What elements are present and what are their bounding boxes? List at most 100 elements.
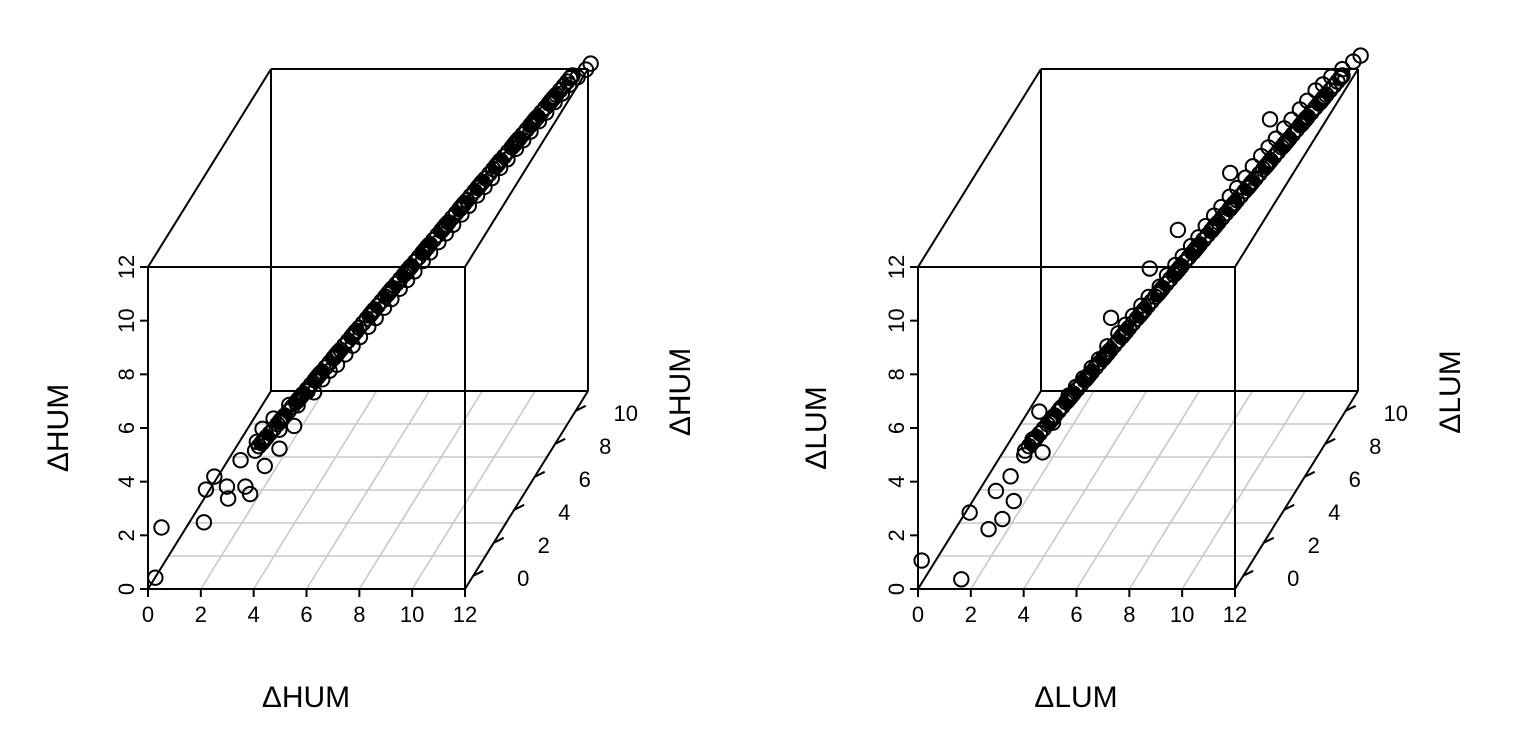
scatter-point [1045, 408, 1062, 425]
z-tick-label: 12 [884, 255, 909, 279]
y-tick [575, 404, 587, 412]
x-tick-label: 2 [965, 602, 977, 627]
z-tick-label: 4 [884, 476, 909, 488]
z-tick-label: 12 [114, 255, 139, 279]
scatter-point [1034, 444, 1051, 461]
scatter-point [272, 412, 289, 430]
z-tick-label: 6 [884, 422, 909, 434]
x-tick-label: 10 [1170, 602, 1194, 627]
scatter-point [241, 485, 259, 503]
x-tick-label: 6 [300, 602, 312, 627]
scatter-point [1222, 164, 1239, 182]
z-tick-label: 10 [884, 308, 909, 332]
y-tick-label: 8 [599, 434, 611, 459]
floor-grid [168, 390, 568, 590]
y-tick [1324, 437, 1336, 445]
y-tick-label: 6 [579, 467, 591, 492]
scatter-point [487, 157, 505, 175]
y-axis-title: ΔHUM [664, 348, 697, 436]
points-layer [913, 47, 1369, 588]
box-edge [917, 68, 1042, 268]
scatter-point [994, 510, 1011, 528]
y-tick-label: 8 [1369, 434, 1381, 459]
box-edge [464, 68, 589, 268]
scatter-point [285, 417, 303, 435]
box-edge [464, 390, 589, 590]
scatter-point [147, 569, 164, 586]
scatter-point [1257, 157, 1275, 175]
scatter-point [1352, 47, 1369, 64]
y-tick [534, 470, 546, 478]
x-tick-label: 10 [400, 602, 424, 627]
scatter-point [1042, 412, 1059, 430]
y-tick-label: 4 [558, 500, 570, 525]
z-axis-title: ΔHUM [42, 384, 75, 472]
y-tick-label: 2 [1308, 533, 1320, 558]
x-tick-label: 2 [195, 602, 207, 627]
y-tick-label: 4 [1328, 500, 1340, 525]
scatter-point [153, 519, 170, 536]
z-tick-label: 4 [114, 476, 139, 488]
x-axis-title: ΔLUM [1034, 681, 1117, 714]
y-tick [493, 536, 505, 544]
box-edge [147, 390, 272, 590]
y-tick [472, 569, 484, 577]
scatter-point [1261, 111, 1279, 128]
z-tick-label: 2 [114, 529, 139, 541]
floor-grid [938, 390, 1338, 590]
x-tick-label: 0 [142, 602, 154, 627]
y-tick [554, 437, 566, 445]
scatter-point [206, 468, 223, 485]
x-tick-label: 4 [1018, 602, 1030, 627]
y-tick [1283, 503, 1295, 511]
scatter-point [1149, 285, 1167, 302]
z-tick-label: 6 [114, 422, 139, 434]
y-tick-label: 6 [1349, 467, 1361, 492]
scatter-point [987, 482, 1005, 500]
scatter-point [1002, 468, 1019, 485]
y-tick-label: 10 [1383, 401, 1407, 426]
x-tick-label: 6 [1070, 602, 1082, 627]
scatter-point [961, 504, 978, 521]
scatter-point [953, 571, 970, 588]
x-tick-label: 8 [353, 602, 365, 627]
scatter-point [980, 520, 997, 538]
box-edge [1234, 390, 1359, 590]
z-tick-label: 0 [884, 583, 909, 595]
x-tick-label: 12 [1223, 602, 1247, 627]
scatter-point [219, 490, 237, 507]
box-edge [147, 68, 272, 268]
scatter-point [582, 55, 599, 72]
y-tick-label: 0 [517, 566, 529, 591]
box-edge [917, 390, 1042, 590]
scatter-point [256, 457, 273, 475]
y-tick-label: 10 [613, 401, 637, 426]
scatter-point [1102, 309, 1120, 327]
scatter-point [1169, 221, 1187, 239]
scatter-point [218, 478, 236, 495]
x-tick-label: 12 [453, 602, 477, 627]
scatter-point [562, 69, 580, 86]
y-tick [1242, 569, 1254, 577]
scatter-point [472, 175, 489, 193]
scatter-point [275, 408, 292, 425]
scatter-point [1332, 69, 1350, 86]
box-edge [1234, 68, 1359, 268]
x-tick-label: 0 [912, 602, 924, 627]
scatter-point [1005, 492, 1023, 510]
points-layer [147, 55, 599, 586]
y-tick-label: 0 [1287, 566, 1299, 591]
scatter-point [232, 452, 249, 469]
x-tick-label: 8 [1123, 602, 1135, 627]
scatter-point [1031, 403, 1048, 420]
scatter-point [1242, 175, 1259, 193]
x-tick-label: 4 [248, 602, 260, 627]
y-tick [1304, 470, 1316, 478]
scatter-point [379, 285, 397, 302]
y-tick-label: 2 [538, 533, 550, 558]
y-tick [513, 503, 525, 511]
z-tick-label: 2 [884, 529, 909, 541]
